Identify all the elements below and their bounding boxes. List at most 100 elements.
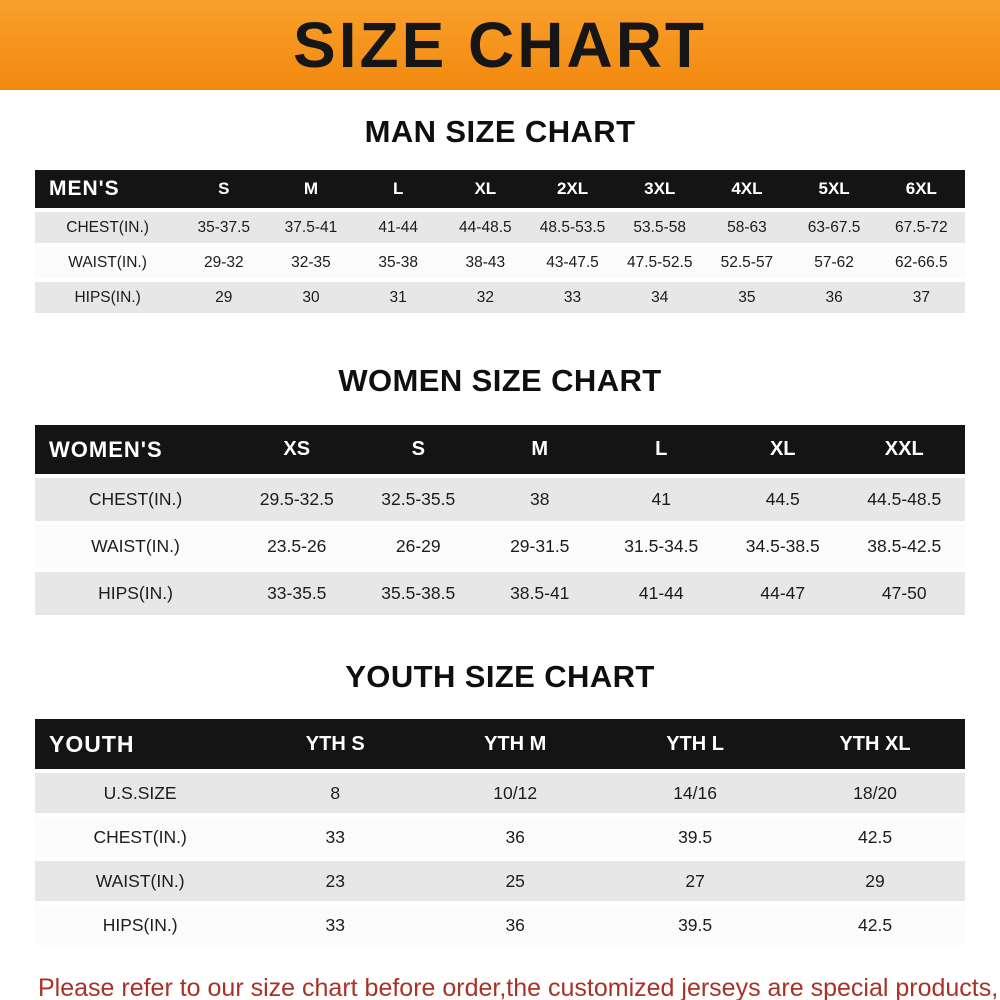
cell-value: 44.5-48.5 <box>843 478 965 521</box>
row-label: HIPS(IN.) <box>35 282 181 313</box>
row-label: CHEST(IN.) <box>35 212 181 243</box>
table-row: CHEST(IN.) 29.5-32.5 32.5-35.5 38 41 44.5 44.5… <box>35 478 965 521</box>
cell-value: 38-43 <box>441 247 529 278</box>
cell-value: 37 <box>877 282 965 313</box>
table-row: HIPS(IN.) 33-35.5 35.5-38.5 38.5-41 41-44 44-… <box>35 572 965 615</box>
youth-size-chart-section: YOUTH SIZE CHART YOUTH YTH S YTH M YTH L YTH… <box>0 659 1000 949</box>
cell-value: 26-29 <box>357 525 479 568</box>
cell-value: 39.5 <box>605 817 786 857</box>
table-header-row: MEN'S S M L XL 2XL 3XL 4XL 5XL 6XL <box>35 170 965 208</box>
column-header: XL <box>722 425 844 474</box>
table-row: CHEST(IN.) 35-37.5 37.5-41 41-44 44-48.5 48.5… <box>35 212 965 243</box>
column-header: YTH S <box>245 719 426 769</box>
cell-value: 29.5-32.5 <box>236 478 358 521</box>
column-header: YTH L <box>605 719 786 769</box>
table-header-row: YOUTH YTH S YTH M YTH L YTH XL <box>35 719 965 769</box>
column-header: YTH XL <box>785 719 965 769</box>
cell-value: 27 <box>605 861 786 901</box>
cell-value: 36 <box>425 905 606 945</box>
page-title: SIZE CHART <box>293 9 707 81</box>
cell-value: 44-47 <box>722 572 844 615</box>
cell-value: 18/20 <box>785 773 965 813</box>
footer-line-1: Please refer to our size chart before or… <box>38 974 999 1000</box>
column-header: 6XL <box>877 170 965 208</box>
column-header: YTH M <box>425 719 606 769</box>
cell-value: 41-44 <box>354 212 442 243</box>
cell-value: 63-67.5 <box>790 212 878 243</box>
cell-value: 14/16 <box>605 773 786 813</box>
table-header-row: WOMEN'S XS S M L XL XXL <box>35 425 965 474</box>
cell-value: 32.5-35.5 <box>357 478 479 521</box>
cell-value: 33 <box>245 817 426 857</box>
man-section-heading: MAN SIZE CHART <box>364 114 636 149</box>
cell-value: 30 <box>267 282 355 313</box>
table-corner-label: YOUTH <box>35 719 246 769</box>
cell-value: 43-47.5 <box>528 247 617 278</box>
cell-value: 47.5-52.5 <box>616 247 704 278</box>
cell-value: 33-35.5 <box>236 572 358 615</box>
cell-value: 35-37.5 <box>180 212 268 243</box>
table-row: WAIST(IN.) 23.5-26 26-29 29-31.5 31.5-34.5 34… <box>35 525 965 568</box>
youth-size-table: YOUTH YTH S YTH M YTH L YTH XL U.S.SIZE 8 10/12… <box>35 715 965 949</box>
column-header: XL <box>441 170 529 208</box>
table-row: HIPS(IN.) 29 30 31 32 33 34 35 36 37 <box>35 282 965 313</box>
column-header: 2XL <box>528 170 617 208</box>
cell-value: 35-38 <box>354 247 442 278</box>
cell-value: 38.5-41 <box>479 572 601 615</box>
cell-value: 47-50 <box>843 572 965 615</box>
column-header: L <box>600 425 722 474</box>
cell-value: 29-31.5 <box>479 525 601 568</box>
cell-value: 32 <box>441 282 529 313</box>
man-size-chart-section: MAN SIZE CHART MEN'S S M L XL 2XL 3XL 4XL 5XL 6XL… <box>0 114 1000 317</box>
cell-value: 34.5-38.5 <box>722 525 844 568</box>
column-header: XXL <box>843 425 965 474</box>
column-header: 4XL <box>703 170 791 208</box>
cell-value: 29 <box>785 861 965 901</box>
cell-value: 31.5-34.5 <box>600 525 722 568</box>
row-label: CHEST(IN.) <box>35 478 236 521</box>
cell-value: 34 <box>616 282 704 313</box>
row-label: U.S.SIZE <box>35 773 246 813</box>
table-row: WAIST(IN.) 29-32 32-35 35-38 38-43 43-47.5 47.… <box>35 247 965 278</box>
column-header: L <box>354 170 442 208</box>
column-header: 3XL <box>616 170 704 208</box>
table-row: WAIST(IN.) 23 25 27 29 <box>35 861 965 901</box>
cell-value: 44-48.5 <box>441 212 529 243</box>
column-header: S <box>180 170 268 208</box>
table-row: CHEST(IN.) 33 36 39.5 42.5 <box>35 817 965 857</box>
cell-value: 23.5-26 <box>236 525 358 568</box>
cell-value: 10/12 <box>425 773 606 813</box>
footer-disclaimer: Please refer to our size chart before or… <box>38 971 1000 1000</box>
column-header: 5XL <box>790 170 878 208</box>
table-row: U.S.SIZE 8 10/12 14/16 18/20 <box>35 773 965 813</box>
cell-value: 52.5-57 <box>703 247 791 278</box>
cell-value: 57-62 <box>790 247 878 278</box>
cell-value: 8 <box>245 773 426 813</box>
cell-value: 44.5 <box>722 478 844 521</box>
column-header: S <box>357 425 479 474</box>
row-label: CHEST(IN.) <box>35 817 246 857</box>
column-header: M <box>267 170 355 208</box>
cell-value: 35.5-38.5 <box>357 572 479 615</box>
cell-value: 29-32 <box>180 247 268 278</box>
cell-value: 29 <box>180 282 268 313</box>
table-row: HIPS(IN.) 33 36 39.5 42.5 <box>35 905 965 945</box>
table-corner-label: WOMEN'S <box>35 425 236 474</box>
cell-value: 67.5-72 <box>877 212 965 243</box>
youth-section-heading: YOUTH SIZE CHART <box>345 659 655 694</box>
cell-value: 41 <box>600 478 722 521</box>
banner: SIZE CHART <box>0 0 1000 90</box>
row-label: HIPS(IN.) <box>35 572 236 615</box>
cell-value: 23 <box>245 861 426 901</box>
cell-value: 25 <box>425 861 606 901</box>
row-label: WAIST(IN.) <box>35 247 181 278</box>
cell-value: 42.5 <box>785 905 965 945</box>
cell-value: 33 <box>245 905 426 945</box>
women-size-chart-section: WOMEN SIZE CHART WOMEN'S XS S M L XL XXL CHEST(… <box>0 363 1000 619</box>
column-header: M <box>479 425 601 474</box>
cell-value: 31 <box>354 282 442 313</box>
column-header: XS <box>236 425 358 474</box>
cell-value: 42.5 <box>785 817 965 857</box>
row-label: WAIST(IN.) <box>35 525 236 568</box>
